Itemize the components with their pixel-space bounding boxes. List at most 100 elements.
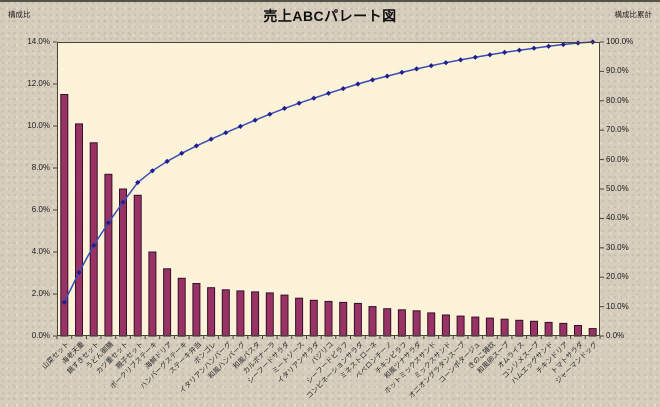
bar bbox=[427, 312, 436, 337]
bar bbox=[207, 287, 216, 337]
bar bbox=[309, 299, 318, 337]
axis-tick-label: 10.0% bbox=[606, 301, 629, 311]
line-marker bbox=[414, 66, 420, 72]
line-marker bbox=[516, 47, 522, 53]
bar bbox=[368, 306, 377, 337]
line-marker bbox=[560, 41, 566, 48]
axis-tick-label: 20.0% bbox=[606, 272, 629, 282]
axis-tick-label: 80.0% bbox=[606, 95, 629, 105]
bar bbox=[383, 308, 392, 337]
left-axis-caption: 構成比 bbox=[8, 10, 31, 19]
bar bbox=[485, 317, 494, 337]
line-marker bbox=[105, 220, 111, 226]
axis-tick-label: 8.0% bbox=[31, 163, 50, 172]
line-marker bbox=[325, 90, 332, 96]
bar bbox=[280, 294, 289, 337]
line-marker bbox=[296, 100, 302, 106]
bar bbox=[324, 300, 333, 337]
axis-tick-label: 10.0% bbox=[27, 121, 50, 130]
bar bbox=[295, 297, 304, 337]
line-marker bbox=[223, 130, 229, 136]
axis-tick-label: 100.0% bbox=[606, 37, 634, 46]
plot-area bbox=[53, 39, 604, 339]
axis-tick-label: 50.0% bbox=[606, 184, 629, 193]
bar bbox=[265, 292, 274, 337]
bar bbox=[177, 277, 186, 337]
bar bbox=[588, 328, 597, 337]
bar bbox=[471, 316, 480, 337]
axis-tick-label: 14.0% bbox=[27, 37, 50, 46]
bar bbox=[119, 188, 127, 337]
bar bbox=[236, 290, 245, 337]
bar bbox=[251, 291, 260, 337]
axis-tick-label: 40.0% bbox=[606, 213, 629, 223]
line-marker bbox=[502, 49, 508, 55]
line-marker bbox=[267, 111, 273, 117]
cumulative-line bbox=[63, 41, 593, 303]
axis-tick-label: 12.0% bbox=[27, 79, 50, 88]
axis-tick-label: 60.0% bbox=[606, 154, 629, 164]
line-marker bbox=[531, 45, 537, 51]
line-marker bbox=[487, 52, 493, 58]
line-marker bbox=[76, 269, 82, 276]
right-axis-tick-labels: 100.0% 90.0% 80.0% 70.0% 60.0% 50.0% 40.0% 30.0… bbox=[604, 0, 660, 407]
line-marker bbox=[369, 77, 376, 83]
line-marker bbox=[164, 158, 170, 164]
plot-border bbox=[57, 42, 600, 336]
bar bbox=[574, 325, 582, 337]
line-marker bbox=[120, 199, 126, 205]
bar bbox=[221, 289, 230, 337]
bar bbox=[89, 142, 98, 337]
left-axis-tick-labels: 14.0% 12.0% 10.0% 8.0% 6.0% 4.0% 2.0% 0.0% bbox=[0, 0, 53, 407]
bar bbox=[104, 173, 113, 337]
axis-tick-label: 6.0% bbox=[31, 205, 50, 214]
bar bbox=[412, 310, 421, 337]
line-marker bbox=[443, 60, 449, 66]
line-marker bbox=[340, 86, 346, 92]
bar bbox=[75, 123, 83, 337]
line-marker bbox=[252, 117, 258, 123]
axis-tick-label: 0.0% bbox=[31, 331, 50, 340]
bar bbox=[133, 194, 142, 337]
bar bbox=[544, 321, 553, 337]
line-marker bbox=[61, 299, 67, 305]
line-marker bbox=[428, 63, 434, 69]
line-marker bbox=[458, 57, 464, 63]
line-marker bbox=[311, 95, 317, 101]
line-marker bbox=[149, 168, 155, 174]
line-marker bbox=[208, 136, 214, 142]
line-marker bbox=[91, 242, 97, 248]
line-marker bbox=[472, 54, 478, 60]
bar bbox=[456, 315, 465, 337]
axis-tick-label: 90.0% bbox=[606, 66, 629, 76]
line-marker bbox=[237, 123, 243, 129]
line-marker bbox=[281, 105, 288, 111]
line-marker bbox=[399, 69, 405, 75]
line-marker bbox=[135, 179, 141, 186]
bar bbox=[559, 322, 568, 337]
axis-tick-label: 0.0% bbox=[606, 331, 625, 340]
line-marker bbox=[193, 143, 199, 149]
bar bbox=[441, 314, 450, 337]
axis-tick-label: 70.0% bbox=[606, 125, 629, 135]
bar bbox=[397, 309, 406, 337]
bar bbox=[148, 251, 157, 337]
axis-tick-label: 30.0% bbox=[606, 242, 629, 252]
bar bbox=[530, 320, 538, 337]
bar bbox=[353, 302, 362, 337]
bar bbox=[192, 283, 201, 337]
chart-title: 売上ABCパレート図 bbox=[263, 8, 397, 24]
bar bbox=[500, 318, 509, 337]
line-marker bbox=[355, 81, 361, 87]
axis-tick-label: 2.0% bbox=[31, 289, 50, 298]
axis-tick-label: 4.0% bbox=[31, 247, 50, 256]
plot-canvas bbox=[53, 39, 604, 339]
bar bbox=[339, 301, 348, 337]
window-top-edge bbox=[0, 0, 660, 2]
line-marker bbox=[384, 73, 390, 79]
right-axis-caption: 構成比累計 bbox=[614, 10, 653, 19]
line-marker bbox=[546, 43, 552, 49]
bar bbox=[515, 319, 524, 337]
line-marker bbox=[179, 150, 185, 156]
